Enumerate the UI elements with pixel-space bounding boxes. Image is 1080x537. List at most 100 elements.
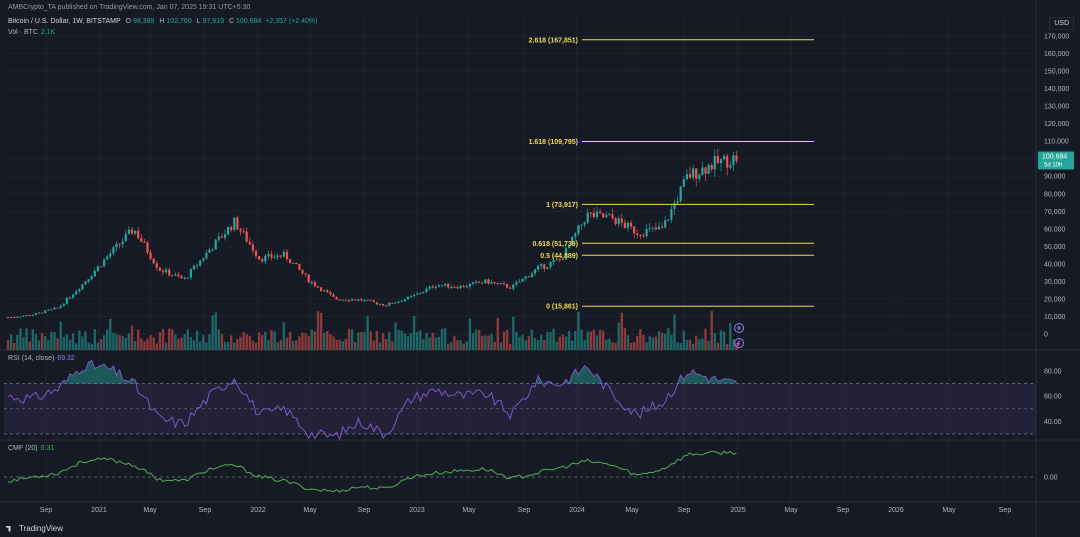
volume-bar-222 — [695, 335, 698, 350]
volume-bar-147 — [462, 343, 465, 350]
volume-bar-66 — [211, 315, 214, 350]
candle-body-125 — [394, 302, 397, 304]
candle-body-42 — [137, 230, 140, 239]
candle-body-111 — [351, 299, 354, 301]
volume-bar-127 — [400, 330, 403, 350]
candle-body-106 — [335, 296, 338, 300]
candle-body-146 — [459, 285, 462, 289]
pane-icons[interactable] — [734, 323, 744, 348]
candle-body-215 — [673, 203, 676, 209]
volume-bar-184 — [577, 311, 580, 350]
volume-bar-24 — [81, 336, 84, 350]
candle-body-150 — [471, 282, 475, 284]
candle-body-36 — [118, 243, 121, 245]
candle-body-186 — [583, 222, 586, 225]
volume-bar-209 — [654, 336, 658, 350]
volume-bar-30 — [99, 339, 103, 350]
candle-body-199 — [623, 222, 626, 228]
volume-bar-94 — [298, 336, 301, 350]
price-tick-10: 70,000 — [1044, 209, 1066, 216]
candle-body-114 — [360, 299, 363, 301]
candle-body-89 — [282, 251, 285, 257]
volume-bar-188 — [589, 331, 592, 350]
volume-bar-229 — [716, 342, 720, 350]
candle-body-234 — [732, 155, 735, 166]
volume-bar-123 — [388, 331, 391, 350]
candle-body-132 — [416, 293, 419, 295]
candle-body-192 — [602, 213, 605, 218]
volume-bar-204 — [639, 329, 642, 350]
time-tick-12: Sep — [678, 507, 691, 514]
candle-body-3 — [16, 316, 19, 318]
time-tick-5: May — [303, 507, 317, 514]
volume-bar-44 — [143, 341, 146, 350]
volume-bar-203 — [636, 336, 639, 350]
candle-body-121 — [382, 303, 385, 306]
candle-body-206 — [645, 229, 648, 237]
volume-bar-67 — [214, 312, 217, 350]
candle-body-46 — [149, 252, 152, 259]
candle-body-203 — [636, 233, 639, 236]
volume-bar-54 — [174, 334, 177, 350]
time-tick-17: May — [942, 507, 956, 514]
volume-bar-56 — [180, 337, 183, 350]
candle-body-26 — [87, 279, 90, 282]
candle-body-210 — [657, 226, 661, 230]
volume-bar-80 — [254, 342, 258, 350]
volume-bar-64 — [205, 342, 208, 350]
volume-bar-146 — [459, 340, 462, 350]
plus-icon[interactable] — [734, 323, 744, 333]
volume-bar-151 — [474, 329, 478, 350]
volume-bar-33 — [109, 318, 112, 350]
volume-bar-174 — [546, 331, 549, 350]
price-tick-14: 30,000 — [1044, 279, 1066, 286]
candle-body-67 — [214, 239, 217, 250]
volume-bar-134 — [422, 339, 425, 350]
candle-body-179 — [561, 259, 564, 261]
currency-label[interactable]: USD — [1049, 17, 1074, 30]
volume-legend: Vol · BTC 2.1K — [8, 29, 55, 36]
candle-body-171 — [537, 266, 540, 270]
volume-bar-154 — [484, 335, 487, 350]
candle-body-131 — [413, 294, 416, 297]
volume-bar-61 — [195, 330, 199, 350]
candle-body-135 — [425, 288, 428, 292]
price-tick-11: 60,000 — [1044, 226, 1066, 233]
candle-body-188 — [589, 212, 592, 214]
volume-bar-70 — [223, 341, 227, 350]
volume-bar-187 — [586, 331, 589, 350]
volume-bar-162 — [509, 343, 512, 350]
volume-bar-84 — [267, 340, 270, 350]
candle-body-143 — [450, 286, 453, 288]
price-tick-13: 40,000 — [1044, 261, 1066, 268]
volume-bar-210 — [657, 331, 661, 350]
volume-bar-150 — [471, 333, 475, 350]
candle-body-47 — [152, 258, 155, 264]
fib-levels: 2.618 (167,851) 1.618 (109,795) 1 (73,917)… — [529, 37, 814, 311]
volume-bar-5 — [22, 337, 25, 350]
candle-body-214 — [670, 208, 673, 220]
candle-body-27 — [90, 276, 93, 280]
candle-body-52 — [168, 269, 171, 276]
candle-body-94 — [298, 264, 301, 270]
ohlc-low: L 97,919 — [196, 18, 224, 25]
publish-info: AMBCrypto_TA published on TradingView.co… — [8, 4, 251, 11]
volume-bar-199 — [623, 328, 627, 350]
candle-body-110 — [347, 300, 351, 302]
lightning-icon[interactable] — [734, 338, 744, 348]
candle-body-12 — [44, 310, 47, 314]
candle-body-99 — [313, 282, 316, 287]
time-tick-1: 2021 — [91, 507, 107, 514]
volume-bar-101 — [319, 312, 323, 350]
candle-body-220 — [688, 174, 692, 178]
candle-body-149 — [468, 283, 471, 287]
volume-bar-207 — [648, 336, 651, 350]
fib-label-1: 1.618 (109,795) — [529, 139, 578, 146]
candle-body-25 — [84, 281, 87, 285]
volume-bar-211 — [660, 332, 664, 350]
candle-body-73 — [233, 217, 236, 230]
candle-body-115 — [363, 300, 366, 302]
volume-bar-10 — [37, 340, 41, 350]
candle-body-10 — [37, 312, 41, 314]
